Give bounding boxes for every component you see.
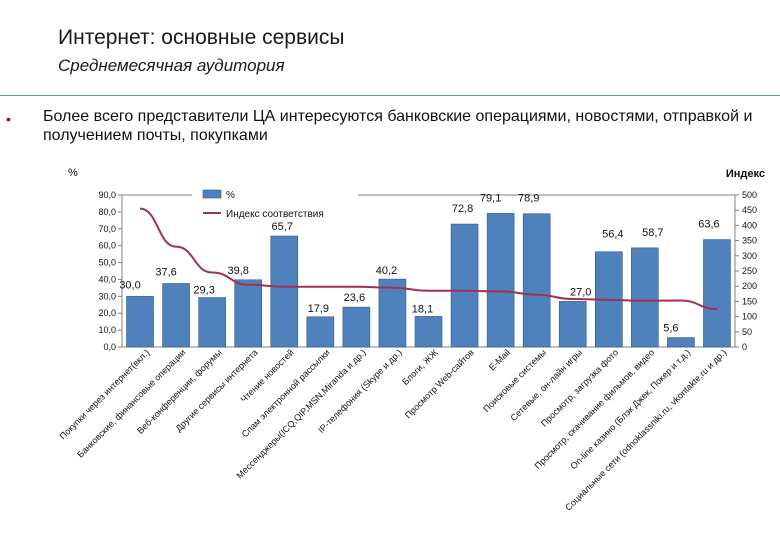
data-label: 29,3 <box>193 285 214 297</box>
right-tick-label: 0 <box>742 342 747 352</box>
left-tick-label: 20,0 <box>98 308 116 318</box>
right-tick-label: 100 <box>742 312 757 322</box>
left-tick-label: 80,0 <box>98 207 116 217</box>
bar <box>522 213 551 348</box>
right-tick-label: 200 <box>742 281 757 291</box>
data-label: 72,8 <box>452 203 473 215</box>
data-label: 65,7 <box>272 221 293 233</box>
left-tick-label: 10,0 <box>98 325 116 335</box>
data-label: 37,6 <box>155 266 176 278</box>
left-tick-label: 90,0 <box>98 190 116 200</box>
legend-bar-label: % <box>226 190 235 201</box>
data-label: 18,1 <box>412 303 433 315</box>
chart: % Индекс90,080,070,060,050,040,030,020,01… <box>57 167 765 513</box>
data-label: 5,6 <box>663 323 678 335</box>
title-divider <box>0 95 780 96</box>
data-label: 56,4 <box>602 229 623 241</box>
data-label: 27,0 <box>570 286 591 298</box>
right-tick-label: 250 <box>742 266 757 276</box>
data-label: 58,7 <box>642 227 663 239</box>
right-tick-label: 50 <box>742 327 752 337</box>
bar <box>558 301 587 348</box>
bar <box>667 337 695 348</box>
left-tick-label: 0,0 <box>103 342 116 352</box>
bar <box>414 316 443 348</box>
left-tick-label: 60,0 <box>98 241 116 251</box>
bar <box>486 213 515 348</box>
category-label: Просмотр Web-сайтов <box>403 347 476 420</box>
bar <box>126 296 154 348</box>
left-tick-label: 70,0 <box>98 224 116 234</box>
data-label: 17,9 <box>308 303 329 315</box>
right-tick-label: 300 <box>742 251 757 261</box>
bar <box>270 235 299 348</box>
category-label: Поисковые системы <box>481 347 548 414</box>
bar <box>162 283 190 348</box>
category-label: Мессенджеры(ICQ,QIP,MSN,Miranda и др.) <box>235 347 368 480</box>
data-label: 39,8 <box>227 265 248 277</box>
right-tick-label: 450 <box>742 205 757 215</box>
bar <box>378 278 407 348</box>
right-tick-label: 500 <box>742 190 757 200</box>
right-tick-label: 150 <box>742 296 757 306</box>
bar <box>306 316 335 348</box>
left-axis-title: % <box>68 167 78 179</box>
bar <box>234 279 263 348</box>
data-label: 23,6 <box>344 292 365 304</box>
data-label: 30,0 <box>119 279 140 291</box>
category-label: E-Mail <box>487 347 512 372</box>
data-label: 78,9 <box>518 193 539 205</box>
bar <box>342 306 371 348</box>
bar <box>198 297 226 348</box>
left-tick-label: 30,0 <box>98 291 116 301</box>
bullet-text: Более всего представители ЦА интересуютс… <box>43 108 753 144</box>
left-tick-label: 50,0 <box>98 258 116 268</box>
legend-line-label: Индекс соответствия <box>226 209 324 220</box>
legend-bar-swatch <box>202 189 222 199</box>
category-label: Сетевые, он-лайн игры <box>508 347 584 423</box>
bar <box>450 223 479 348</box>
bar <box>703 239 731 348</box>
data-label: 40,2 <box>376 265 397 277</box>
index-line <box>139 207 717 310</box>
data-label: 79,1 <box>480 192 501 204</box>
slide-title: Интернет: основные сервисы <box>58 26 345 49</box>
right-tick-label: 400 <box>742 220 757 230</box>
left-tick-label: 40,0 <box>98 274 116 284</box>
bar <box>631 247 659 348</box>
bullet-icon: • <box>6 111 11 127</box>
slide-subtitle: Среднемесячная аудитория <box>58 56 285 75</box>
data-label: 63,6 <box>698 219 719 231</box>
right-axis-title: Индекс <box>726 168 765 180</box>
right-tick-label: 350 <box>742 236 757 246</box>
